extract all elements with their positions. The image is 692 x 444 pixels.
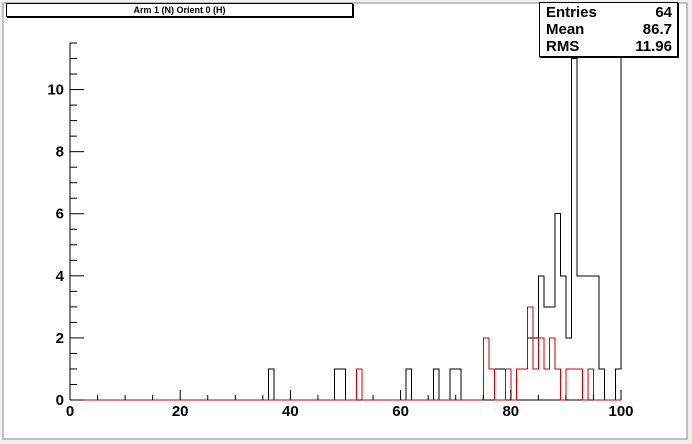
- series-layer: [70, 43, 622, 401]
- stat-label: Entries: [546, 4, 597, 21]
- stat-value: 64: [655, 4, 672, 21]
- stat-value: 86.7: [642, 21, 672, 38]
- y-tick-label: 10: [47, 82, 64, 99]
- histogram-title-box: Arm 1 (N) Orient 0 (H): [6, 3, 353, 17]
- stat-value: 11.96: [635, 38, 672, 55]
- y-tick-label: 0: [56, 392, 64, 409]
- plot-frame: [2, 2, 688, 440]
- x-tick-label: 60: [392, 403, 409, 420]
- stat-label: RMS: [546, 38, 580, 55]
- stat-row-mean: Mean 86.7: [546, 21, 672, 38]
- x-tick-label: 100: [608, 403, 633, 420]
- x-tick-label: 40: [282, 403, 299, 420]
- y-tick-label: 6: [56, 206, 64, 223]
- stat-label: Mean: [546, 21, 585, 38]
- x-tick-label: 80: [502, 403, 519, 420]
- histogram-series-1: [70, 306, 621, 401]
- histogram-title: Arm 1 (N) Orient 0 (H): [133, 5, 226, 15]
- y-tick-label: 4: [56, 268, 65, 285]
- stats-box: Entries 64 Mean 86.7 RMS 11.96: [539, 2, 678, 57]
- stat-row-entries: Entries 64: [546, 4, 672, 21]
- y-tick-label: 2: [56, 330, 64, 347]
- y-tick-label: 8: [56, 144, 64, 161]
- ticks: 0 20 40 60 80 100 0 2 4 6 8 10: [47, 42, 634, 420]
- x-tick-label: 20: [172, 403, 189, 420]
- stat-row-rms: RMS 11.96: [546, 38, 672, 55]
- x-tick-label: 0: [66, 403, 74, 420]
